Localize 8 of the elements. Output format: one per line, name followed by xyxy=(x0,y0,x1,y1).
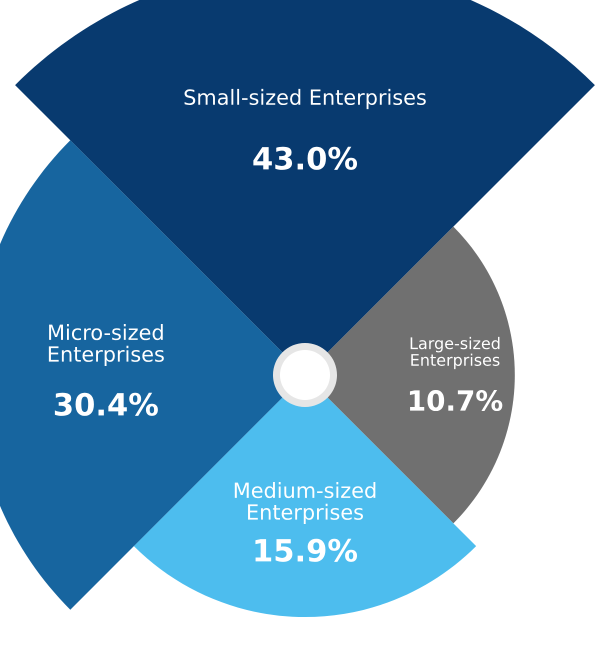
category-label: Large-sized Enterprises xyxy=(410,336,500,370)
data-label: 30.4% xyxy=(54,392,158,416)
category-label: Medium-sized Enterprises xyxy=(234,482,376,524)
category-label: Small-sized Enterprises xyxy=(184,88,426,110)
category-label: Micro-sized Enterprises xyxy=(48,324,164,366)
data-label: 10.7% xyxy=(410,390,502,412)
data-label: 15.9% xyxy=(255,538,358,562)
data-label: 43.0% xyxy=(253,146,358,170)
